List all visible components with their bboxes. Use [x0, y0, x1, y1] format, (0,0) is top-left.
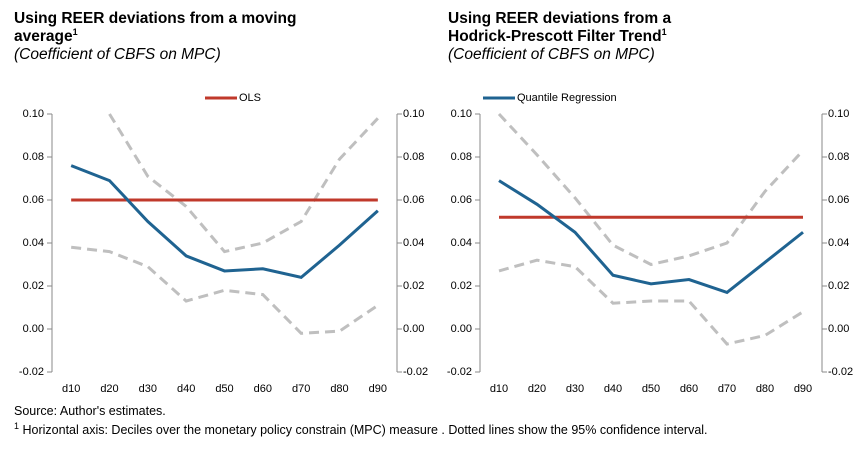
y2-tick-label: 0.08: [828, 151, 849, 163]
y2-tick-label: 0.00: [828, 323, 849, 335]
y-tick-label: 0.08: [23, 151, 44, 163]
y-tick-label: 0.06: [23, 194, 44, 206]
y-tick-label: 0.00: [451, 323, 472, 335]
y-tick-label: 0.02: [23, 280, 44, 292]
y2-tick-label: 0.10: [403, 108, 424, 120]
charts: -0.02 0.00 0.02 0.04 0.06 0.08 0.10 -0.02 0.00 0.…: [19, 92, 853, 395]
y2-tick-label: 0.00: [403, 323, 424, 335]
y-tick-label: -0.02: [19, 366, 44, 378]
y2-tick-label: -0.02: [828, 366, 853, 378]
x-tick-label: d60: [680, 383, 698, 395]
footnote-marker: 1: [661, 26, 667, 37]
y-tick-label: 0.02: [451, 280, 472, 292]
x-tick-label: d50: [642, 383, 660, 395]
x-tick-label: d20: [100, 383, 118, 395]
y2-tick-label: 0.06: [828, 194, 849, 206]
x-tick-label: d30: [139, 383, 157, 395]
x-tick-label: d20: [528, 383, 546, 395]
title-block: Using REER deviations from a Hodrick-Pre…: [448, 10, 671, 64]
y2-tick-label: 0.04: [403, 237, 424, 249]
subtitle: (Coefficient of CBFS on MPC): [14, 46, 221, 63]
y-tick-label: 0.00: [23, 323, 44, 335]
y-tick-label: 0.10: [23, 108, 44, 120]
y2-tick-label: 0.08: [403, 151, 424, 163]
y-tick-label: 0.10: [451, 108, 472, 120]
notes: Source: Author's estimates. 1 Horizontal…: [14, 402, 834, 440]
x-tick-label: d70: [292, 383, 310, 395]
x-tick-label: d90: [369, 383, 387, 395]
y-tick-label: 0.08: [451, 151, 472, 163]
y2-tick-label: 0.02: [828, 280, 849, 292]
footnote-marker: 1: [14, 420, 20, 431]
x-tick-label: d40: [177, 383, 195, 395]
title-line: average1: [14, 26, 297, 46]
confidence-line: [70, 245, 379, 335]
title-line: average: [14, 28, 73, 45]
footnote: 1 Horizontal axis: Deciles over the mone…: [14, 421, 834, 440]
x-tick-label: d80: [756, 383, 774, 395]
source: Source: Author's estimates.: [14, 404, 166, 418]
y2-tick-label: 0.10: [828, 108, 849, 120]
title-block: Using REER deviations from a moving aver…: [14, 10, 297, 64]
series-line: [498, 179, 804, 295]
legend-label: Quantile Regression: [517, 92, 617, 104]
footnote-text: Horizontal axis: Deciles over the moneta…: [22, 423, 708, 437]
title-line: Hodrick-Prescott Filter Trend: [448, 28, 662, 45]
confidence-line: [497, 112, 805, 267]
y2-tick-label: -0.02: [403, 366, 428, 378]
x-tick-label: d40: [604, 383, 622, 395]
y2-tick-label: 0.02: [403, 280, 424, 292]
title-line: Using REER deviations from a moving: [14, 10, 297, 27]
footnote-marker: 1: [72, 26, 78, 37]
y-tick-label: -0.02: [447, 366, 472, 378]
x-tick-label: d80: [330, 383, 348, 395]
subtitle: (Coefficient of CBFS on MPC): [448, 46, 655, 63]
y-tick-label: 0.04: [23, 237, 44, 249]
y-tick-label: 0.04: [451, 237, 472, 249]
legend-label: OLS: [239, 92, 261, 104]
series-line: [70, 164, 379, 280]
x-tick-label: d30: [566, 383, 584, 395]
x-tick-label: d50: [215, 383, 233, 395]
x-tick-label: d90: [794, 383, 812, 395]
confidence-line: [498, 258, 804, 346]
confidence-line: [108, 113, 379, 254]
x-tick-label: d70: [718, 383, 736, 395]
y2-tick-label: 0.04: [828, 237, 849, 249]
x-tick-label: d10: [62, 383, 80, 395]
title-line: Using REER deviations from a: [448, 10, 672, 27]
y2-tick-label: 0.06: [403, 194, 424, 206]
y-tick-label: 0.06: [451, 194, 472, 206]
title-line: Hodrick-Prescott Filter Trend1: [448, 26, 671, 46]
x-tick-label: d10: [490, 383, 508, 395]
x-tick-label: d60: [254, 383, 272, 395]
